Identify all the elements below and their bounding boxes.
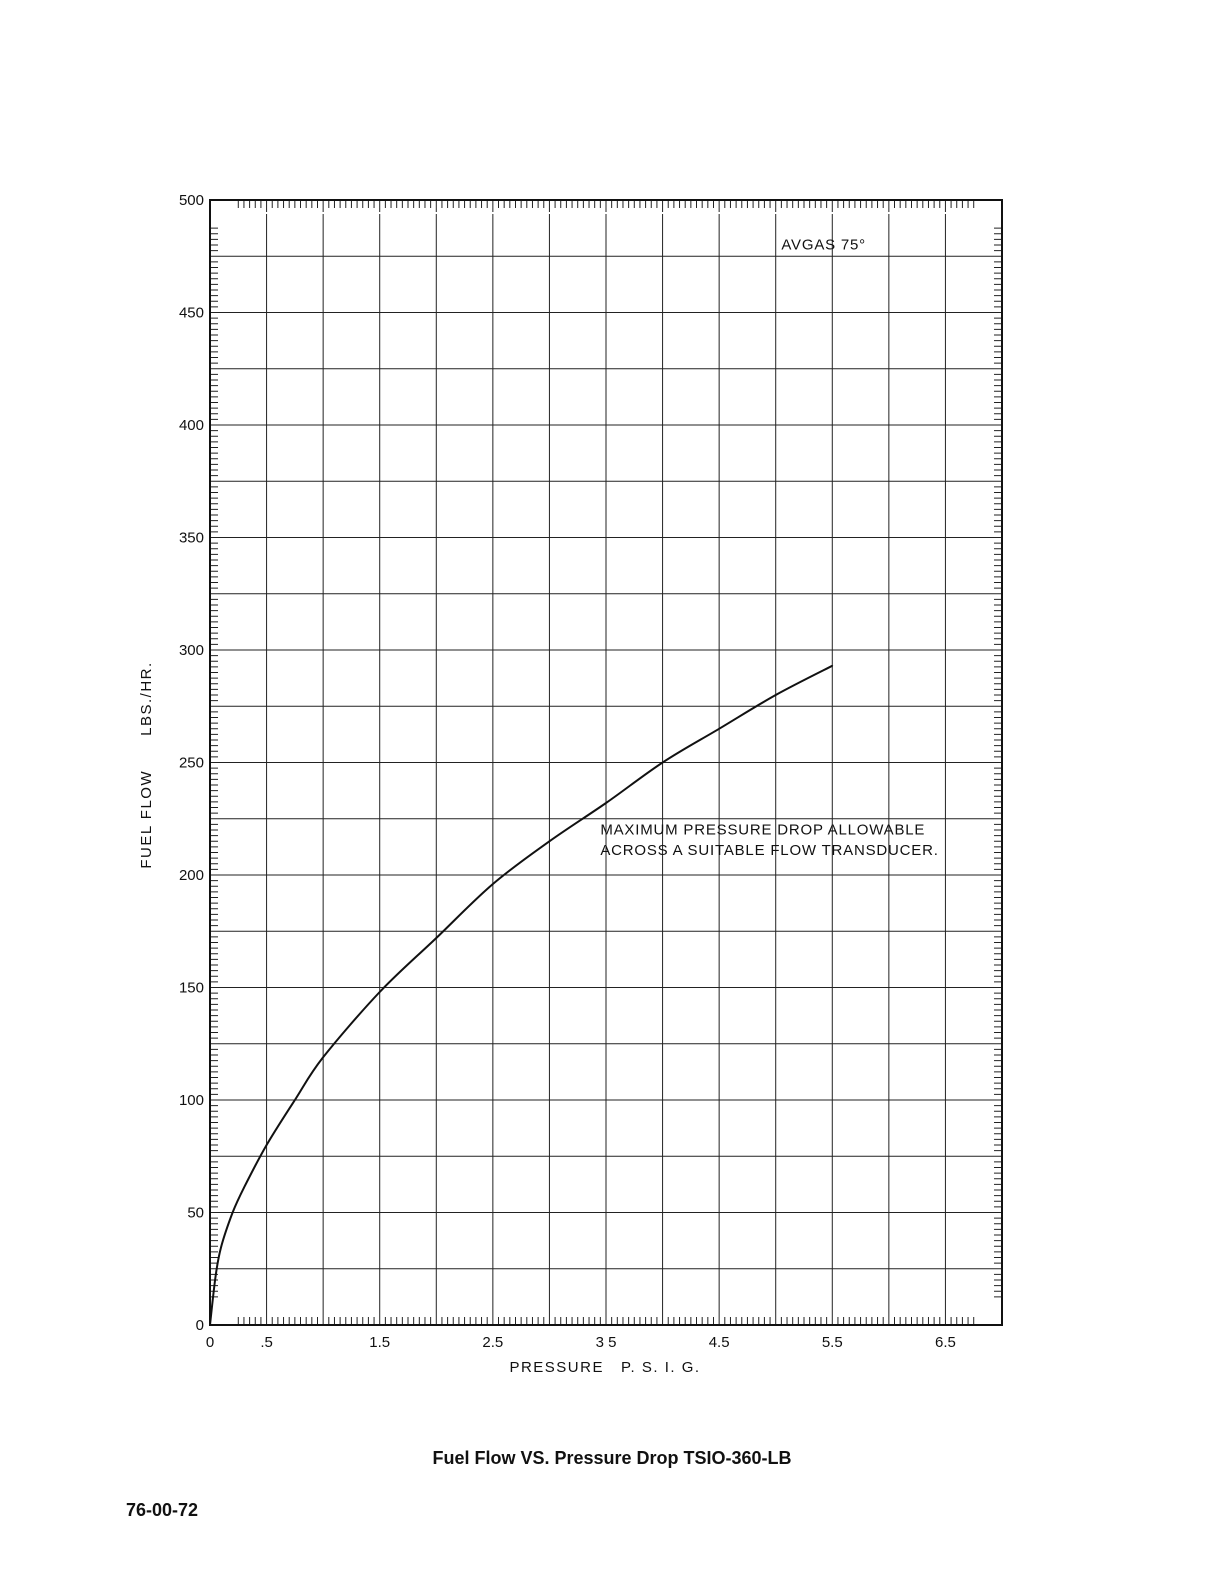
x-tick-label: 4.5 <box>709 1334 730 1351</box>
data-point <box>220 1245 223 1248</box>
data-point <box>294 1099 296 1101</box>
y-tick-label: 100 <box>179 1092 204 1109</box>
y-tick-label: 150 <box>179 980 204 997</box>
data-point <box>548 840 551 843</box>
y-tick-label: 250 <box>179 755 204 772</box>
x-tick-label: 6.5 <box>935 1334 956 1351</box>
y-tick-label: 350 <box>179 530 204 547</box>
x-tick-label: 5.5 <box>822 1334 843 1351</box>
data-point <box>831 664 834 667</box>
data-point <box>718 727 720 730</box>
data-point <box>231 1211 234 1214</box>
x-axis-title: PRESSURE P. S. I. G. <box>509 1359 700 1376</box>
x-tick-label: 3 5 <box>596 1334 617 1351</box>
data-point <box>209 1324 211 1326</box>
data-point <box>378 991 381 993</box>
minor-tick-marks <box>210 200 1002 1325</box>
x-tick-label: .5 <box>260 1334 273 1351</box>
series-layer <box>209 664 834 1326</box>
data-point <box>492 883 494 885</box>
data-point <box>774 694 777 696</box>
data-point <box>265 1144 268 1146</box>
x-tick-label: 2.5 <box>482 1334 503 1351</box>
annotations: AVGAS 75° MAXIMUM PRESSURE DROP ALLOWABLE… <box>600 237 938 859</box>
y-tick-label: 300 <box>179 642 204 659</box>
data-point <box>243 1186 245 1189</box>
y-tick-labels: 0 50 100 150 200 250 300 350 400 450 500 <box>179 192 204 1334</box>
y-tick-label: 200 <box>179 867 204 884</box>
y-tick-label: 500 <box>179 192 204 209</box>
grid-lines <box>222 214 990 1313</box>
data-point <box>661 761 664 764</box>
data-point <box>322 1056 324 1059</box>
y-axis-title: FUEL FLOW LBS./HR. <box>138 661 155 868</box>
chart-caption: Fuel Flow VS. Pressure Drop TSIO-360-LB <box>432 1448 792 1468</box>
data-point <box>435 937 438 939</box>
annotation-label: ACROSS A SUITABLE FLOW TRANSDUCER. <box>600 842 938 859</box>
x-tick-label: 0 <box>206 1334 214 1351</box>
plot-frame <box>209 199 1003 1326</box>
y-tick-label: 50 <box>187 1205 204 1222</box>
x-tick-labels: 0 .5 1.5 2.5 3 5 4.5 5.5 6.5 <box>206 1334 956 1351</box>
data-point <box>605 802 607 804</box>
data-point <box>214 1274 217 1277</box>
series-line-fuel-flow <box>209 664 833 1326</box>
y-tick-label: 400 <box>179 417 204 434</box>
x-tick-label: 1.5 <box>369 1334 390 1351</box>
annotation-label: AVGAS 75° <box>781 237 866 254</box>
annotation-label: MAXIMUM PRESSURE DROP ALLOWABLE <box>600 822 925 839</box>
y-tick-label: 450 <box>179 305 204 322</box>
page-code: 76-00-72 <box>126 1500 199 1520</box>
y-tick-label: 0 <box>196 1317 204 1334</box>
